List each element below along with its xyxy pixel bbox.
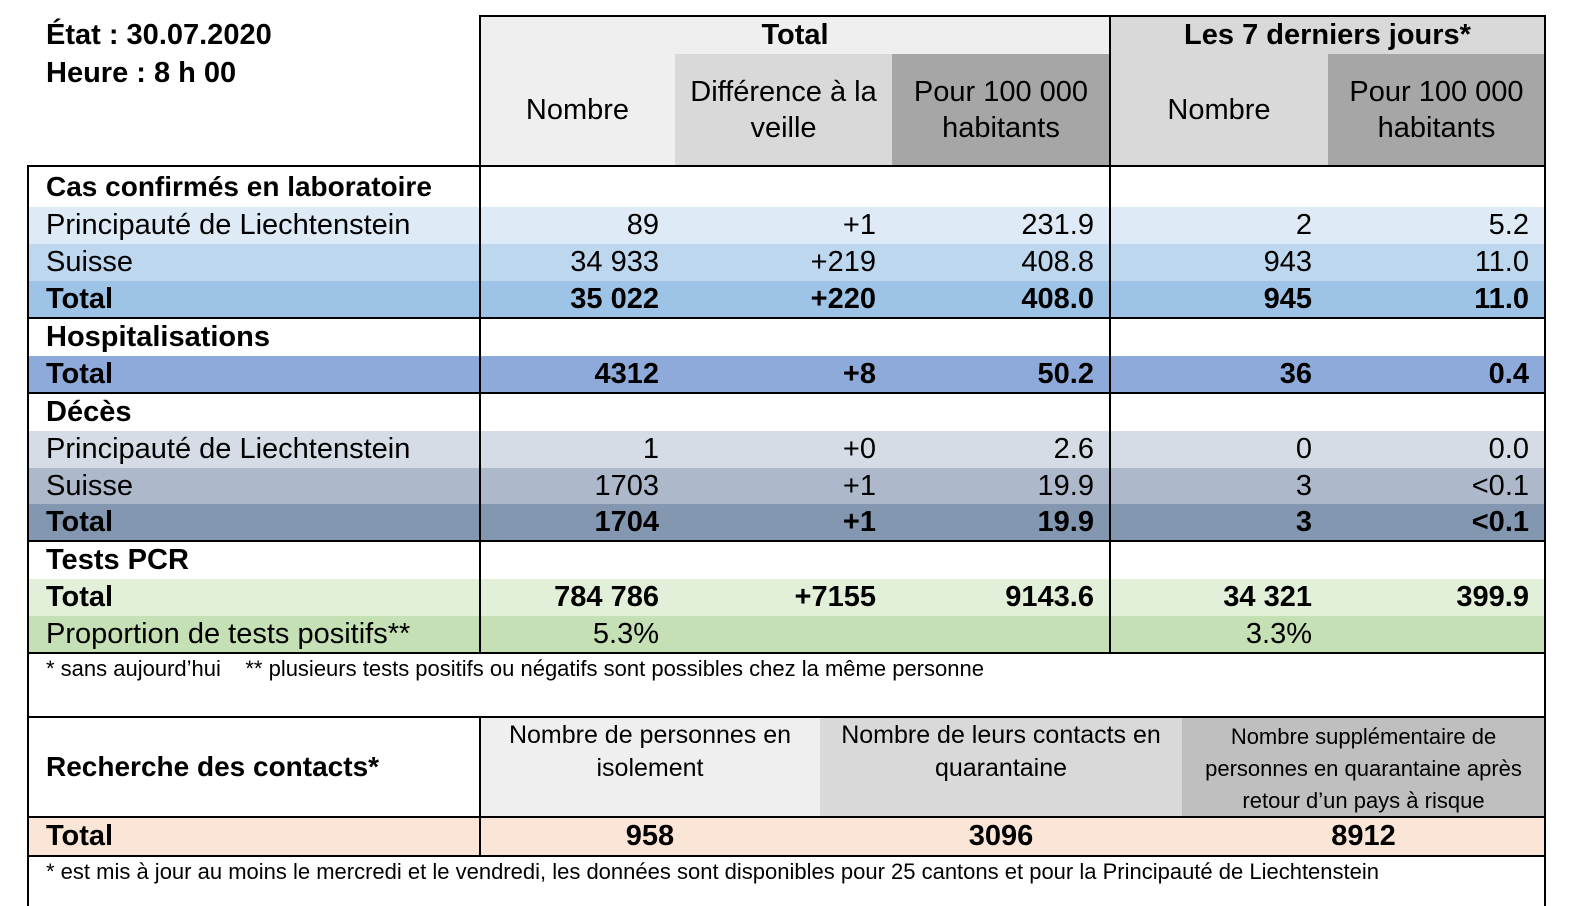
cell-week-pour: <0.1 (1471, 506, 1529, 538)
cell-quarantaine: 3096 (968, 820, 1034, 852)
section-title-cas: Cas confirmés en laboratoire (46, 171, 432, 202)
contacts-col-isolement: Nombre de personnes en isolement (480, 717, 820, 817)
cell-week-nombre: 0 (1295, 433, 1312, 465)
cell-nombre: 1703 (594, 469, 659, 502)
col-week-pour-header: Pour 100 000 habitants (1328, 54, 1545, 166)
row-label: Suisse (46, 246, 134, 278)
cell-week-nombre: 34 321 (1223, 581, 1312, 613)
cell-week-pour: 0.0 (1488, 433, 1529, 465)
row-label: Suisse (46, 469, 134, 502)
row-label: Total (46, 820, 114, 852)
cell-isolement: 958 (625, 820, 675, 852)
cell-pour: 231.9 (1021, 209, 1094, 241)
table-row: Principauté de Liechtenstein 1 +0 2.6 0 … (28, 431, 1545, 468)
divider (27, 392, 1546, 394)
cell-retour: 8912 (1331, 820, 1396, 852)
footnote-2: * est mis à jour au moins le mercredi et… (46, 859, 1379, 884)
divider (27, 165, 29, 906)
row-label: Total (46, 283, 114, 315)
contacts-title: Recherche des contacts* (46, 751, 380, 782)
section-title-hosp: Hospitalisations (46, 320, 270, 353)
cell-nombre: 1 (642, 433, 659, 465)
row-label: Principauté de Liechtenstein (46, 433, 411, 465)
row-label: Total (46, 581, 114, 613)
cell-week-nombre: 3 (1295, 469, 1312, 502)
contacts-col-quarantaine: Nombre de leurs contacts en quarantaine (820, 717, 1182, 817)
cell-nombre: 784 786 (554, 581, 659, 613)
contacts-col-retour: Nombre supplémentaire de personnes en qu… (1182, 717, 1545, 817)
cell-pour: 408.8 (1021, 246, 1094, 278)
divider (27, 716, 1546, 718)
cell-pour: 50.2 (1037, 358, 1094, 390)
total-group-header: Total (480, 16, 1110, 54)
contacts-total-row: Total 958 3096 8912 (28, 818, 1545, 855)
cell-diff: +0 (842, 433, 876, 465)
divider (27, 317, 1546, 319)
table-row-total: Total 4312 +8 50.2 36 0.4 (28, 356, 1545, 393)
divider (1109, 15, 1111, 653)
cell-pour: 408.0 (1021, 283, 1094, 315)
cell-week-pour: 0.4 (1488, 358, 1529, 390)
cell-nombre: 4312 (594, 358, 659, 390)
row-label: Principauté de Liechtenstein (46, 209, 411, 241)
state-time: Heure : 8 h 00 (46, 56, 237, 89)
divider (27, 165, 1546, 167)
cell-week-nombre: 3 (1295, 506, 1312, 538)
cell-nombre: 35 022 (570, 283, 659, 315)
table-row-total: Total 784 786 +7155 9143.6 34 321 399.9 (28, 579, 1545, 616)
cell-nombre: 89 (626, 209, 659, 241)
cell-week-pour: 11.0 (1474, 283, 1529, 315)
state-date: État : 30.07.2020 (46, 18, 272, 51)
row-label: Total (46, 506, 114, 538)
col-nombre-header: Nombre (480, 54, 675, 166)
table-row: Principauté de Liechtenstein 89 +1 231.9… (28, 207, 1545, 244)
section-title-tests: Tests PCR (46, 543, 189, 576)
cell-diff: +219 (810, 246, 876, 278)
cell-nombre: 34 933 (570, 246, 659, 278)
divider (480, 15, 1546, 17)
divider (1544, 15, 1546, 906)
divider (479, 165, 481, 653)
cell-week-nombre: 36 (1279, 358, 1312, 390)
cell-week-pour: <0.1 (1471, 469, 1529, 502)
cell-pour: 2.6 (1053, 433, 1094, 465)
cell-diff: +8 (842, 358, 876, 390)
week-group-header: Les 7 derniers jours* (1110, 16, 1545, 54)
table-row: Suisse 34 933 +219 408.8 943 11.0 (28, 244, 1545, 281)
cell-diff: +1 (842, 506, 876, 538)
row-label: Total (46, 358, 114, 390)
cell-nombre: 1704 (594, 506, 659, 538)
cell-diff: +220 (810, 283, 876, 315)
table-row: Proportion de tests positifs** 5.3% 3.3% (28, 616, 1545, 653)
cell-week-nombre: 2 (1295, 209, 1312, 241)
cell-pour: 19.9 (1037, 506, 1094, 538)
cell-week-pour: 399.9 (1456, 581, 1529, 613)
cell-week-pour: 11.0 (1474, 246, 1529, 278)
cell-pour: 9143.6 (1005, 581, 1094, 613)
col-week-nombre-header: Nombre (1110, 54, 1328, 166)
divider (479, 15, 481, 167)
divider (27, 855, 1546, 857)
divider (27, 540, 1546, 542)
cell-pour: 19.9 (1037, 469, 1094, 502)
cell-diff: +1 (842, 469, 876, 502)
col-diff-header: Différence à la veille (675, 54, 892, 166)
table-row-total: Total 35 022 +220 408.0 945 11.0 (28, 281, 1545, 318)
table-row-total: Total 1704 +1 19.9 3 <0.1 (28, 504, 1545, 541)
footnote-1: * sans aujourd’hui ** plusieurs tests po… (46, 656, 984, 681)
cell-prop-total: 5.3% (592, 618, 659, 650)
row-label: Proportion de tests positifs** (46, 618, 411, 650)
table-row: Suisse 1703 +1 19.9 3 <0.1 (28, 468, 1545, 504)
cell-week-nombre: 943 (1263, 246, 1312, 278)
divider (27, 816, 1546, 818)
col-pour-header: Pour 100 000 habitants (892, 54, 1110, 166)
section-title-deces: Décès (46, 395, 132, 428)
cell-week-pour: 5.2 (1488, 209, 1529, 241)
cell-prop-week: 3.3% (1245, 618, 1312, 650)
cell-diff: +7155 (794, 581, 876, 613)
divider (27, 652, 1546, 654)
cell-week-nombre: 945 (1263, 283, 1312, 315)
divider (479, 716, 481, 856)
cell-diff: +1 (842, 209, 876, 241)
